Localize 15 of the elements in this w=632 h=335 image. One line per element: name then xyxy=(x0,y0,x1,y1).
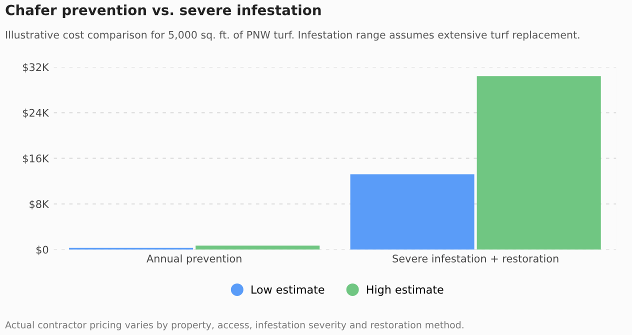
chart-title: Chafer prevention vs. severe infestation xyxy=(6,4,321,18)
x-tick-label: Annual prevention xyxy=(146,254,242,265)
bar xyxy=(350,174,474,250)
bar xyxy=(196,246,320,250)
text: Actual contractor pricing varies by property, access, infestation severity and restoration method. xyxy=(5,321,464,330)
legend-label: High estimate xyxy=(367,285,444,296)
legend-label: Low estimate xyxy=(252,285,324,294)
y-tick-label: $16K xyxy=(23,154,50,164)
y-tick-label: $32K xyxy=(23,63,50,72)
y-tick-label: $0 xyxy=(36,246,48,256)
x-tick-label: Severe infestation + restoration xyxy=(392,254,558,262)
y-tick-label: $24K xyxy=(23,108,50,118)
bar xyxy=(476,76,601,250)
y-tick-label: $8K xyxy=(30,200,50,210)
chart-subtitle: Illustrative cost comparison for 5,000 sq. ft. of PNW turf. Infestation range assumes extensive turf replacement. xyxy=(6,30,580,41)
